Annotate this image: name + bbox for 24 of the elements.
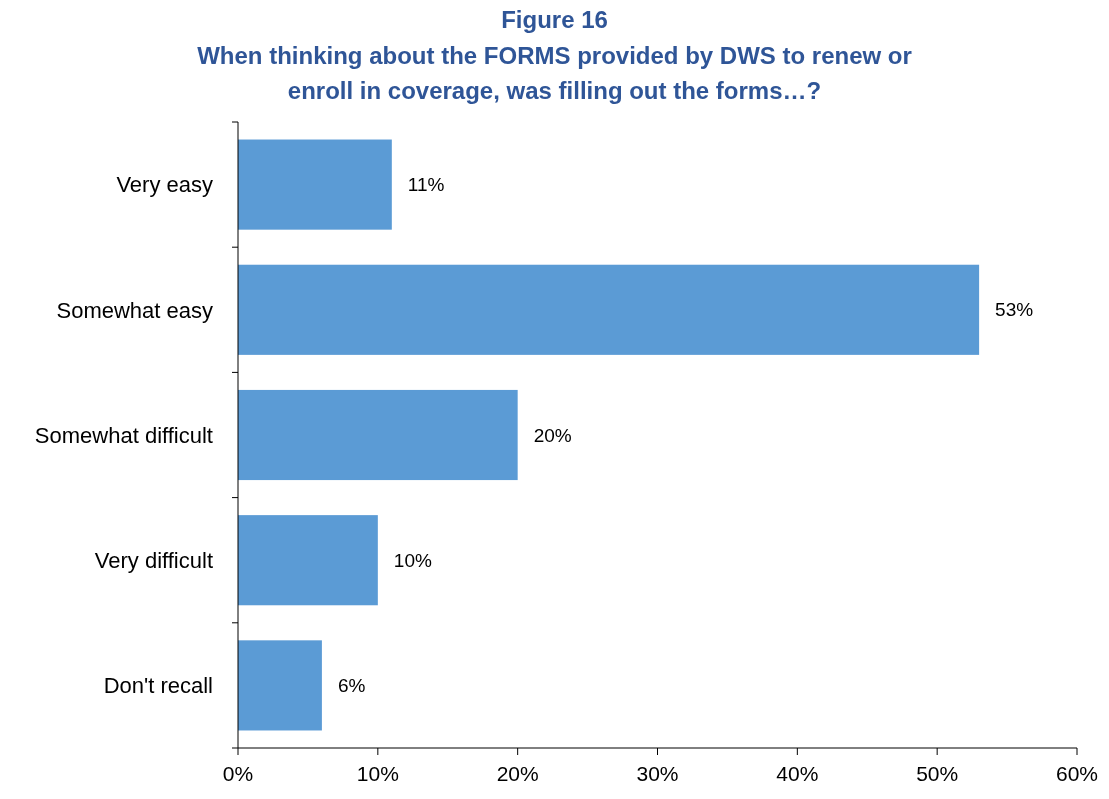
y-tick-label: Somewhat difficult: [34, 422, 213, 448]
x-tick-label: 20%: [496, 762, 539, 785]
x-tick-label: 30%: [636, 762, 679, 785]
x-tick-label: 10%: [356, 762, 399, 785]
bar: [238, 640, 322, 731]
x-tick-label: 0%: [222, 762, 254, 785]
chart-title: Figure 16: [501, 6, 608, 33]
x-tick-label: 60%: [1055, 762, 1099, 785]
bar: [238, 515, 378, 606]
y-tick-label: Don't recall: [103, 673, 213, 699]
x-tick-label: 50%: [916, 762, 959, 785]
data-label: 11%: [407, 174, 445, 196]
data-label: 10%: [393, 549, 432, 571]
y-tick-label: Somewhat easy: [56, 297, 213, 323]
x-tick-label: 40%: [776, 762, 819, 785]
data-label: 20%: [533, 424, 572, 446]
bar: [238, 389, 518, 481]
data-label: 6%: [337, 675, 366, 697]
bar: [238, 264, 980, 355]
y-tick-label: Very difficult: [94, 547, 213, 573]
data-label: 53%: [995, 299, 1034, 321]
y-tick-label: Very easy: [116, 172, 213, 198]
chart-subtitle: When thinking about the FORMS provided by DWS to renew or enroll in coverage, was filling out the forms…?: [197, 42, 912, 104]
bar: [238, 139, 392, 230]
